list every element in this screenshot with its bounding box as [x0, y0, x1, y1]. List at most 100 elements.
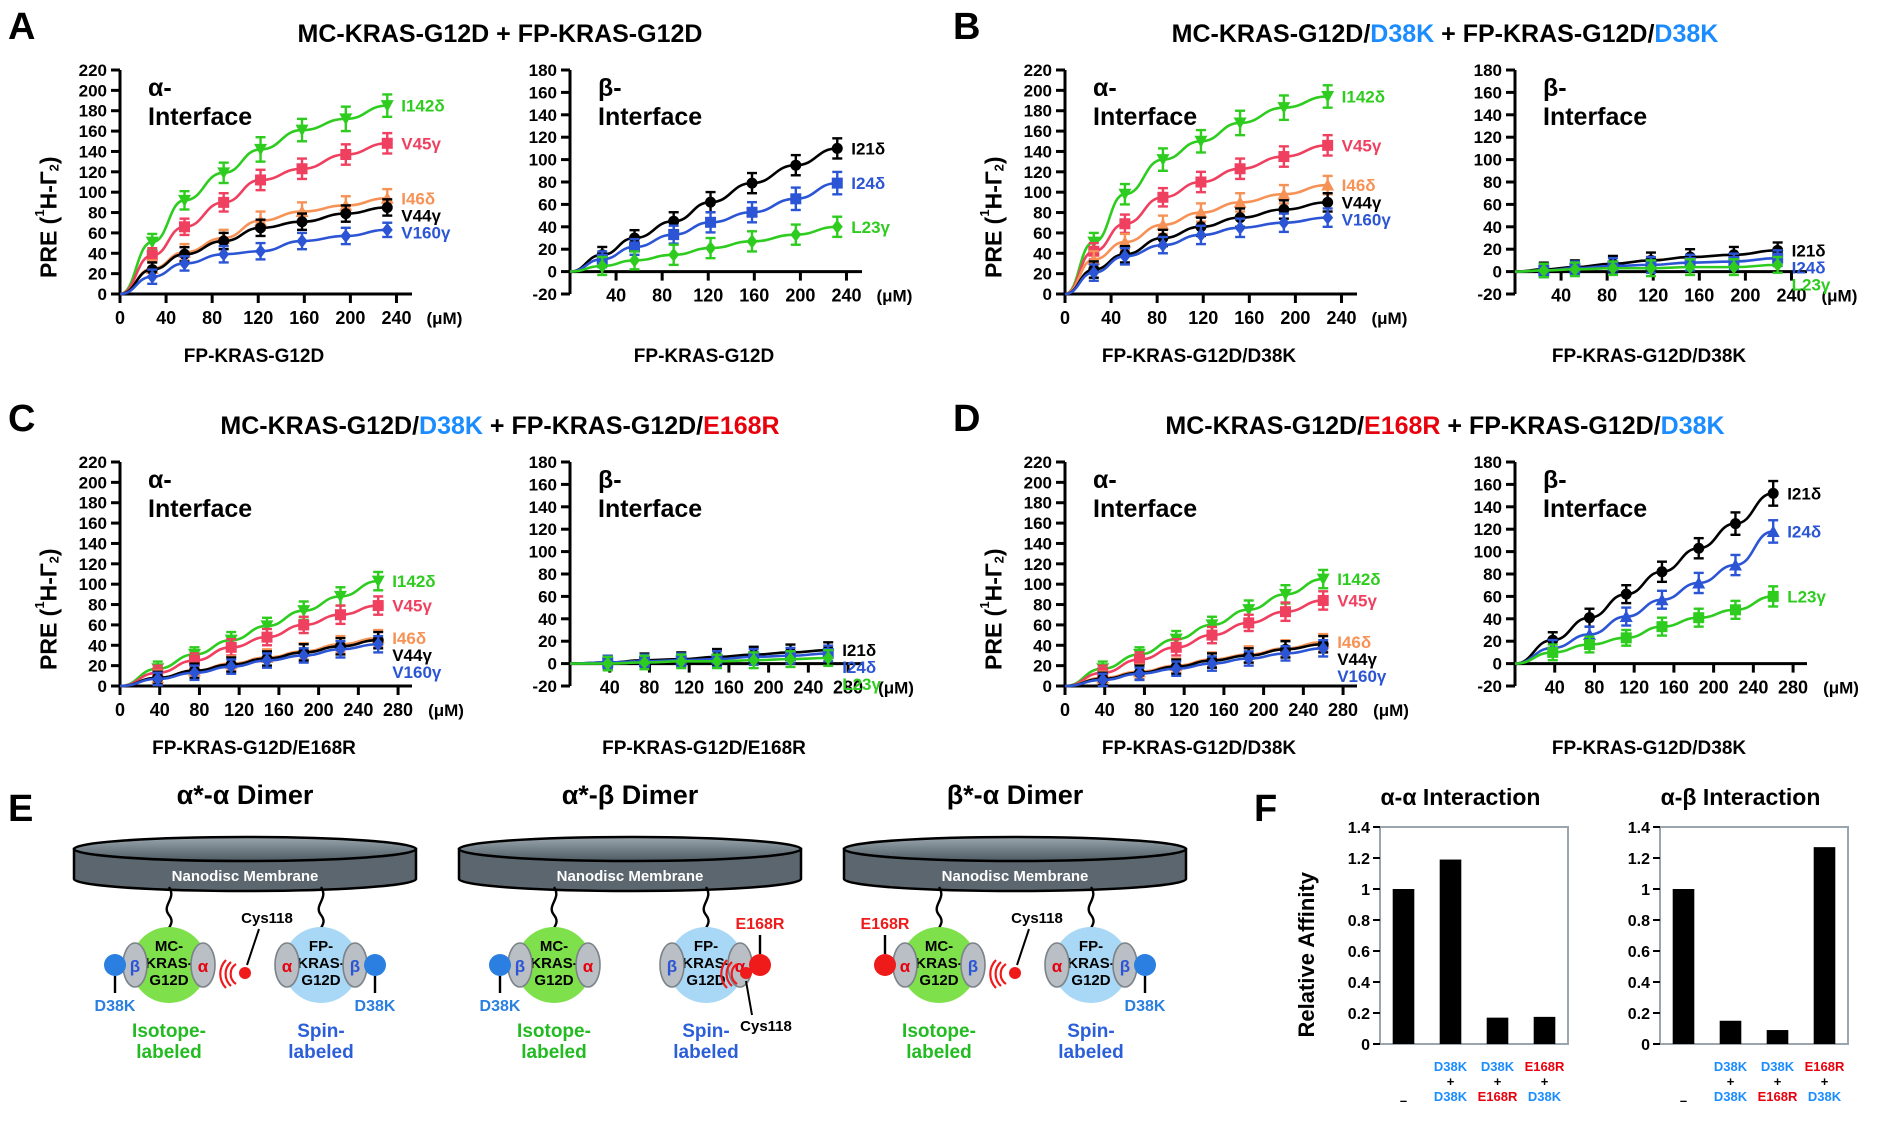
svg-text:KRAS-: KRAS-: [915, 955, 963, 972]
series-V160γ: [1064, 207, 1334, 296]
spin-label: Spin-: [1067, 1021, 1115, 1042]
series-label: L23γ: [842, 675, 881, 694]
spin-label: Spin-: [297, 1021, 345, 1042]
svg-text:20: 20: [1483, 240, 1502, 259]
svg-text:(μM): (μM): [876, 287, 912, 306]
svg-text:200: 200: [1280, 308, 1310, 328]
svg-text:120: 120: [1638, 286, 1668, 306]
svg-text:240: 240: [1776, 286, 1806, 306]
svg-text:200: 200: [1024, 473, 1052, 492]
series-V44γ: [119, 198, 393, 296]
series-label: I21δ: [1787, 484, 1821, 503]
dimer-title: α*-α Dimer: [176, 780, 314, 810]
svg-text:FP-: FP-: [1079, 938, 1103, 955]
svg-text:20: 20: [1483, 632, 1502, 651]
svg-text:60: 60: [1483, 195, 1502, 214]
svg-text:80: 80: [652, 286, 672, 306]
bar: [1486, 1017, 1509, 1044]
svg-text:0.6: 0.6: [1628, 944, 1650, 961]
svg-text:160: 160: [529, 83, 557, 102]
svg-text:β: β: [968, 957, 978, 976]
svg-text:E168R: E168R: [861, 916, 910, 933]
series-label: L23γ: [1792, 275, 1831, 294]
svg-text:280: 280: [1778, 678, 1808, 698]
svg-text:0: 0: [1493, 263, 1502, 282]
svg-text:80: 80: [1483, 173, 1502, 192]
svg-text:140: 140: [79, 534, 107, 553]
svg-text:120: 120: [1474, 128, 1502, 147]
svg-text:280: 280: [1328, 700, 1358, 720]
svg-text:0: 0: [1361, 1037, 1370, 1054]
svg-text:240: 240: [831, 286, 861, 306]
line-chart-C-beta: -20 0 20 40 60 80 100 120 140 160 180 40 80 120 160 200…: [529, 453, 914, 698]
fp-protein: [1053, 927, 1129, 1003]
series-label: V45γ: [1342, 136, 1382, 155]
series-label: I24δ: [1792, 258, 1826, 277]
svg-text:β: β: [1120, 957, 1130, 976]
series-label: I142δ: [1337, 570, 1380, 589]
x-axis-name: FP-KRAS-G12D/D38K: [1101, 738, 1297, 759]
svg-text:0: 0: [115, 700, 125, 720]
dimer-2: α*-β Dimer Nanodisc Membrane MC- KRAS- G12D F…: [440, 780, 820, 1085]
x-axis-name: FP-KRAS-G12D/E168R: [602, 738, 806, 759]
series-V45γ: [119, 131, 393, 296]
series-label: V44γ: [1337, 650, 1377, 669]
svg-text:180: 180: [529, 61, 557, 80]
series-label: V160γ: [392, 663, 442, 682]
svg-text:120: 120: [1619, 678, 1649, 698]
bar-category: D38K + E168R: [1754, 1059, 1801, 1109]
panel-letter: F: [1254, 788, 1278, 830]
cat-line: D38K: [1433, 1059, 1468, 1074]
panel-letter: E: [8, 788, 34, 830]
svg-text:40: 40: [88, 636, 107, 655]
bar-category: –: [1380, 1060, 1427, 1109]
svg-text:220: 220: [1024, 453, 1052, 472]
cat-line: D38K: [1480, 1059, 1515, 1074]
svg-text:80: 80: [538, 173, 557, 192]
mutation-dot: [364, 954, 386, 976]
series-label: L23γ: [1787, 587, 1826, 606]
cat-line: D38K: [1807, 1088, 1842, 1104]
svg-text:0.8: 0.8: [1348, 913, 1370, 930]
svg-text:80: 80: [1597, 286, 1617, 306]
svg-text:(μM): (μM): [1371, 309, 1407, 328]
series-label: V44γ: [1342, 193, 1382, 212]
series-L23γ: [570, 648, 834, 672]
bar: [1766, 1030, 1789, 1044]
svg-text:FP-: FP-: [694, 938, 718, 955]
bar-panel-1: α-α Interaction 0 0.2 0.4 0.6 0.8 1 1.2 1.4 – D38K…: [1328, 784, 1593, 1109]
svg-text:G12D: G12D: [534, 972, 573, 989]
dimer-diagram: Nanodisc MembraneMC-KRAS-G12DFP-KRAS-G12…: [72, 835, 418, 1063]
cat-line: D38K: [1760, 1059, 1795, 1074]
bar: [1533, 1016, 1556, 1044]
svg-text:α: α: [900, 957, 911, 976]
bar-chart-α-α Interaction: 0 0.2 0.4 0.6 0.8 1 1.2 1.4: [1348, 820, 1569, 1054]
series-I46δ: [119, 187, 394, 296]
cat-line: D38K: [1433, 1088, 1468, 1104]
svg-text:160: 160: [1659, 678, 1689, 698]
x-axis-name: FP-KRAS-G12D: [633, 346, 775, 367]
series-label: I24δ: [842, 658, 876, 677]
svg-text:0.4: 0.4: [1348, 975, 1370, 992]
x-axis-name: FP-KRAS-G12D/D38K: [1551, 346, 1747, 367]
svg-text:labeled: labeled: [136, 1042, 201, 1063]
svg-text:160: 160: [1684, 286, 1714, 306]
bar-chart-α-β Interaction: 0 0.2 0.4 0.6 0.8 1 1.2 1.4: [1628, 820, 1849, 1054]
svg-text:80: 80: [1584, 678, 1604, 698]
svg-text:0.2: 0.2: [1348, 1006, 1370, 1023]
svg-text:0: 0: [548, 263, 557, 282]
svg-text:180: 180: [79, 102, 107, 121]
x-axis-name: FP-KRAS-G12D/D38K: [1101, 346, 1297, 367]
svg-text:20: 20: [1033, 265, 1052, 284]
svg-text:200: 200: [304, 700, 334, 720]
svg-text:180: 180: [79, 494, 107, 513]
dimer-3: β*-α Dimer Nanodisc Membrane MC- KRAS- G12D F…: [825, 780, 1205, 1085]
title-part: D38K: [419, 412, 483, 440]
svg-text:(μM): (μM): [1373, 701, 1409, 720]
interface-label: α-Interface: [1093, 74, 1198, 131]
bar: [1719, 1020, 1742, 1044]
svg-text:180: 180: [1474, 61, 1502, 80]
x-axis-name: FP-KRAS-G12D/D38K: [1551, 738, 1747, 759]
svg-text:KRAS-: KRAS-: [530, 955, 578, 972]
